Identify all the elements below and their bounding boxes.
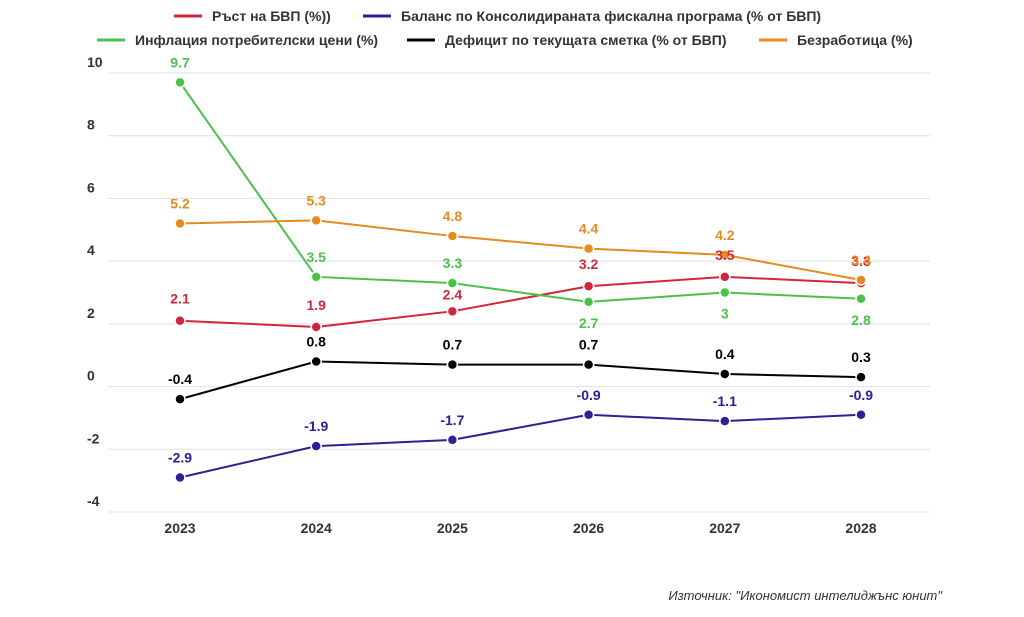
y-tick-label: 6 [87,179,95,195]
source-note: Източник: "Икономист интелиджънс юнит" [668,588,942,603]
data-point [855,293,867,305]
data-point [446,305,459,318]
data-label: 3.5 [306,249,326,265]
data-label: 5.3 [306,192,326,208]
data-point [446,434,459,446]
legend-label: Дефицит по текущата сметка (% от БВП) [445,32,727,48]
data-label: -1.9 [304,418,328,434]
data-point [582,409,595,421]
data-label: -0.9 [577,387,601,403]
data-point [446,230,459,242]
data-point [855,371,867,383]
data-label: 0.4 [715,346,735,362]
data-point [310,355,322,368]
data-point [582,280,595,292]
legend: Ръст на БВП (%)) Баланс по Консолидиранат… [97,8,913,48]
data-point [174,217,186,230]
data-label: -1.7 [440,412,464,428]
x-tick-label: 2024 [301,520,332,536]
y-tick-label: 8 [87,117,95,133]
data-label: 4.4 [579,221,599,237]
legend-label: Баланс по Консолидираната фискална прогр… [401,8,821,24]
data-label: 4.8 [443,208,463,224]
data-point [310,440,322,452]
series-line [179,275,862,328]
x-tick-label: 2023 [164,520,195,536]
data-label: 2.8 [851,312,871,328]
data-label: 0.3 [851,349,871,365]
y-tick-label: 2 [87,305,95,321]
data-point [719,415,731,427]
data-label: 3.3 [443,255,463,271]
data-point [855,409,867,421]
series-points [174,76,867,484]
data-label: 4.2 [715,227,735,243]
series-line [179,413,862,479]
data-label: 0.7 [579,337,599,353]
data-label: -0.9 [849,387,873,403]
y-axis-ticks: -4 -2 0 2 4 6 8 10 [87,54,103,509]
x-tick-label: 2027 [709,520,740,536]
data-label: 2.4 [443,286,463,302]
legend-label: Инфлация потребителски цени (%) [135,32,378,48]
x-axis-ticks: 2023 2024 2025 2026 2027 2028 [164,520,876,536]
series-lines [179,81,862,479]
x-tick-label: 2028 [845,520,876,536]
data-label: 0.8 [306,333,326,349]
data-point [174,314,186,327]
data-label: -2.9 [168,450,192,466]
series-line [179,81,862,303]
y-tick-label: 4 [87,242,95,258]
data-label: 2.1 [170,291,190,307]
data-label: 5.2 [170,196,190,212]
data-point [310,321,322,333]
y-tick-label: -4 [87,493,100,509]
data-point [582,296,595,308]
data-point [174,471,186,484]
series-line [179,219,862,281]
data-point [719,368,731,380]
x-tick-label: 2025 [437,520,468,536]
x-tick-label: 2026 [573,520,604,536]
legend-label: Ръст на БВП (%)) [212,8,331,24]
data-label: 3 [721,306,729,322]
data-label: 0.7 [443,337,463,353]
data-label: 2.7 [579,315,599,331]
data-label: 3.2 [579,256,599,272]
data-point [719,271,731,283]
data-point [446,277,459,289]
data-point [719,286,731,299]
data-point [446,358,459,371]
data-label: 3.4 [851,252,871,268]
data-label: 3.5 [715,247,735,263]
data-label: 9.7 [170,54,190,70]
series-line [179,360,862,401]
data-point [582,358,595,371]
data-labels: 2.1 1.9 2.4 3.2 3.5 3.3 -2.9 -1.9 -1.7 -0.9 -1.1 -0… [168,54,873,465]
data-label: -1.1 [713,393,737,409]
data-label: 1.9 [306,297,326,313]
data-label: -0.4 [168,371,192,387]
y-tick-label: 10 [87,54,103,70]
data-point [310,271,322,283]
data-point [174,393,186,405]
y-tick-label: -2 [87,430,100,446]
data-point [855,274,867,286]
data-point [174,76,186,89]
data-point [582,242,595,255]
y-tick-label: 0 [87,368,95,384]
data-label: 3.3 [851,253,871,269]
data-point [310,214,322,227]
data-point [719,249,731,261]
legend-label: Безработица (%) [797,32,913,48]
